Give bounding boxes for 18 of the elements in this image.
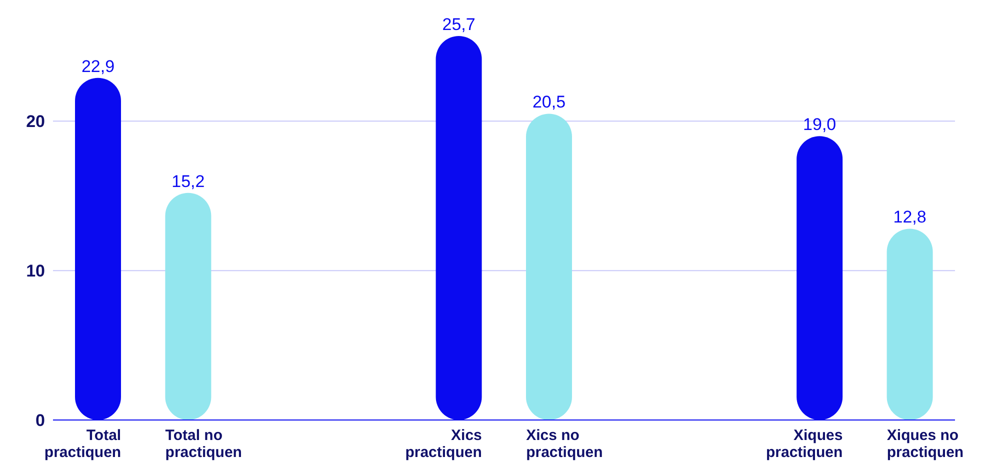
bar — [165, 192, 212, 420]
data-label: 22,9 — [81, 56, 115, 76]
x-tick-label: Xiques no practiquen — [886, 427, 964, 461]
data-label: 25,7 — [442, 15, 476, 34]
data-label: 15,2 — [172, 172, 205, 191]
bar — [886, 228, 933, 420]
bar — [526, 114, 572, 420]
x-tick-label: Total practiquen — [44, 427, 122, 461]
y-tick-label: 0 — [36, 411, 45, 430]
data-label: 20,5 — [532, 92, 566, 112]
x-tick-label: Xics practiquen — [405, 427, 482, 461]
y-tick-label: 10 — [26, 262, 45, 281]
x-tick-label: Xics no practiquen — [526, 427, 603, 461]
y-tick-label: 20 — [26, 112, 45, 132]
data-label: 19,0 — [803, 115, 836, 134]
x-tick-label: Xiques practiquen — [766, 427, 843, 461]
data-label: 12,8 — [893, 208, 926, 227]
x-tick-label: Total no practiquen — [165, 427, 242, 461]
